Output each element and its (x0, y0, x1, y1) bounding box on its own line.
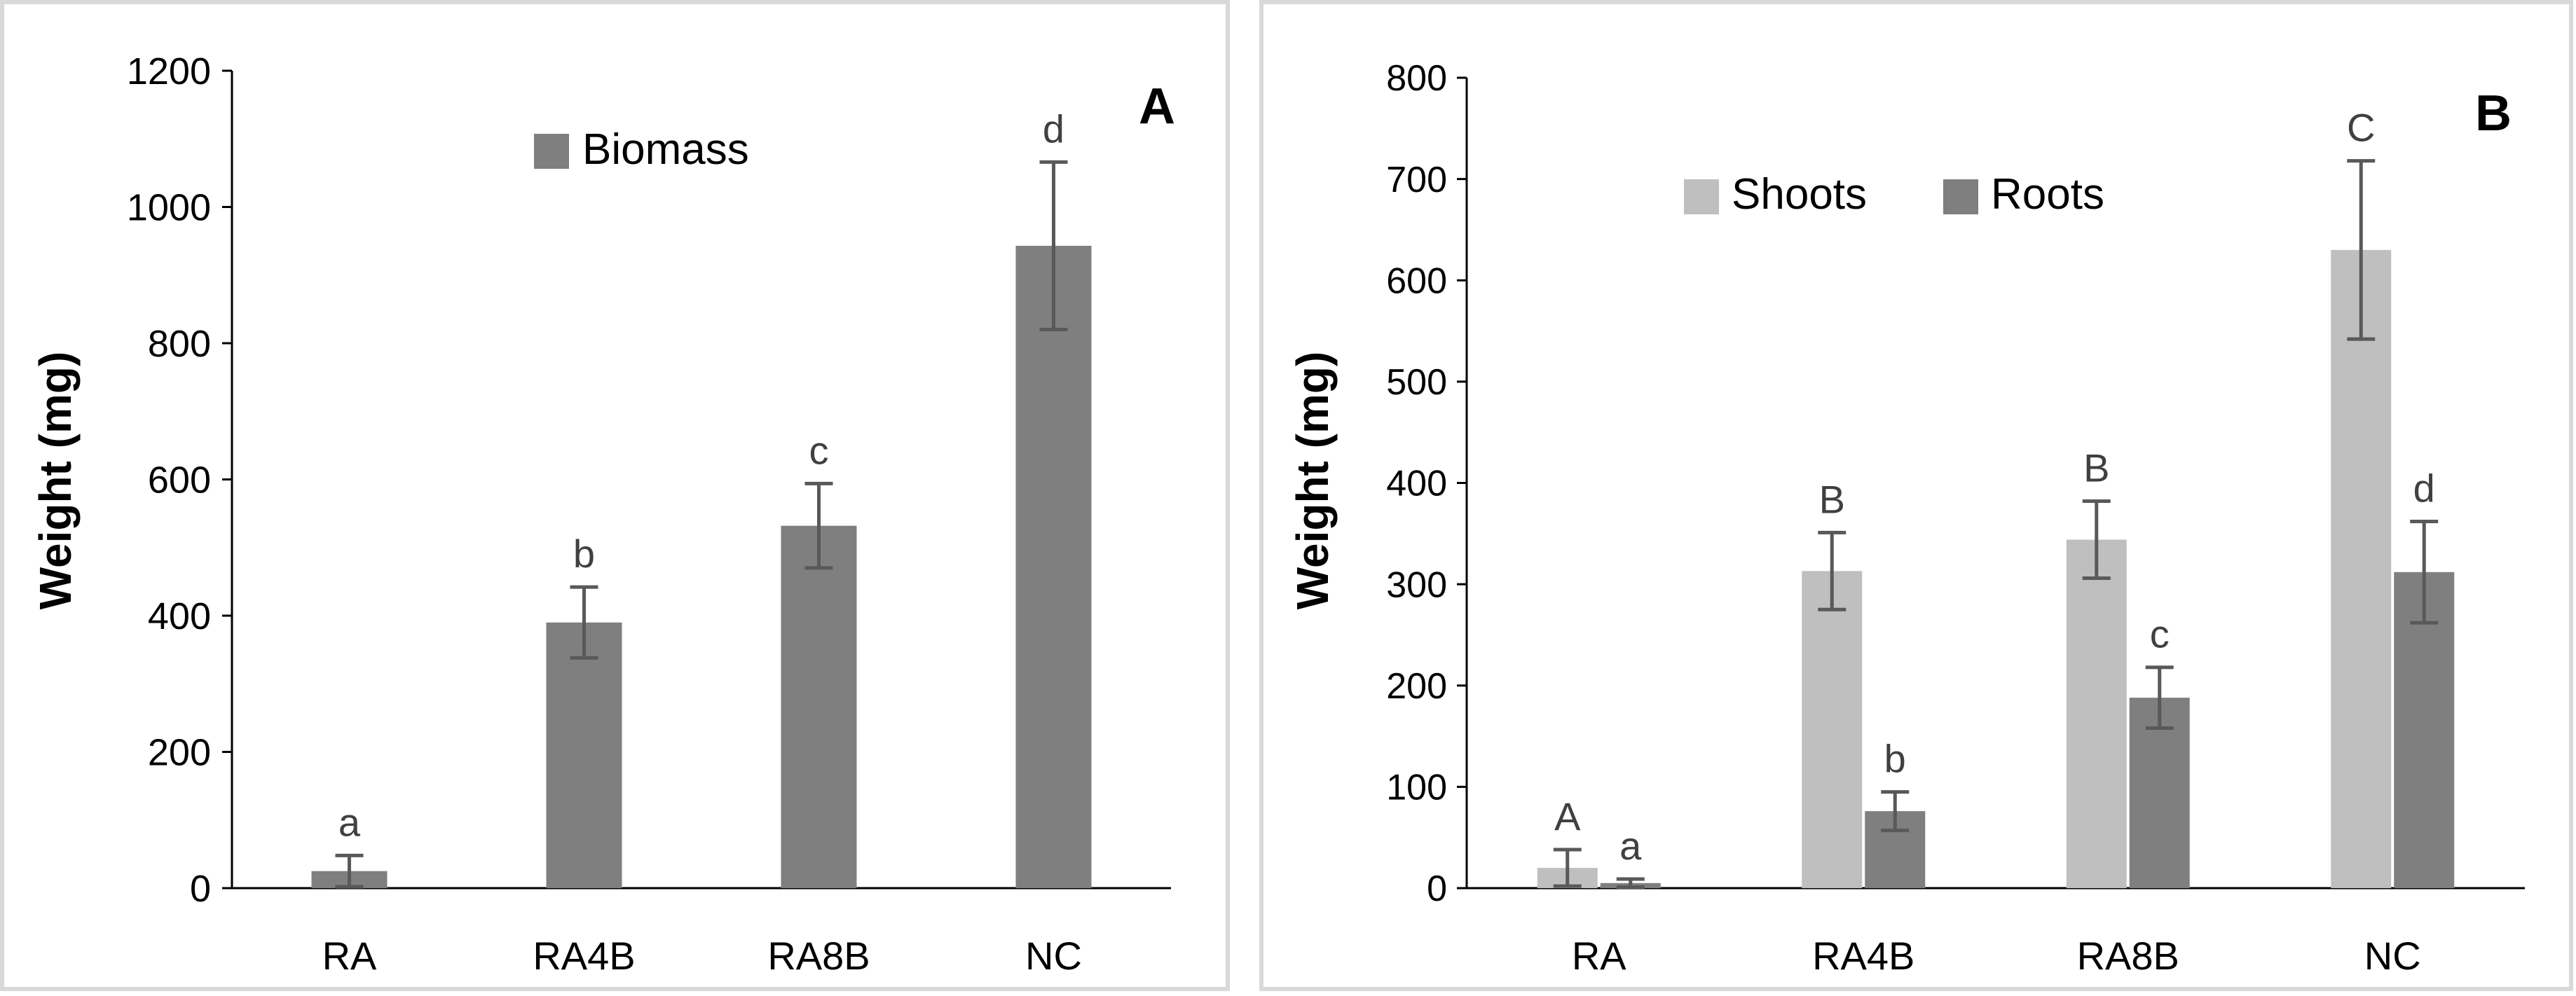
chart-b-y-tick-label: 400 (1386, 464, 1447, 504)
chart-panel-a: 0 200 400 600 800 1000 1200 Weight (mg) RA RA4B RA… (0, 0, 1230, 991)
chart-b-panel-label: B (2475, 85, 2512, 141)
chart-a-significance-letter: b (573, 532, 595, 576)
chart-b-y-tick-label: 100 (1386, 768, 1447, 808)
chart-a-y-tick-label: 600 (148, 459, 211, 501)
chart-a-legend-label: Biomass (582, 125, 749, 174)
chart-b-bar-roots (2394, 572, 2455, 888)
chart-a-bar-biomass (546, 622, 622, 888)
chart-b-significance-letter: b (1884, 737, 1906, 781)
chart-b-significance-letter: c (2150, 612, 2170, 656)
chart-b-y-tick-label: 700 (1386, 160, 1447, 200)
chart-b-y-tick-label: 800 (1386, 58, 1447, 99)
chart-a-y-tick-label: 1200 (127, 50, 211, 92)
chart-a-category-label: RA4B (533, 934, 635, 978)
chart-a-bar-biomass (781, 525, 857, 888)
chart-b-bar-shoots (2331, 249, 2392, 888)
chart-a-y-tick-label: 0 (190, 868, 211, 910)
chart-a-y-tick-label: 400 (148, 595, 211, 637)
chart-b-significance-letter: C (2347, 106, 2375, 150)
chart-a-svg: 0 200 400 600 800 1000 1200 Weight (mg) RA RA4B RA… (30, 50, 1175, 978)
chart-b-legend-swatch (1943, 179, 1978, 214)
chart-a-legend-swatch (534, 134, 569, 169)
chart-b-y-tick-label: 600 (1386, 261, 1447, 301)
chart-b-significance-letter: B (2083, 446, 2109, 490)
chart-b-significance-letter: A (1554, 794, 1581, 838)
chart-a-significance-letter: a (338, 800, 361, 844)
chart-a-category-label: NC (1025, 934, 1082, 978)
chart-b-significance-letter: B (1819, 477, 1845, 521)
chart-b-significance-letter: d (2413, 466, 2435, 510)
chart-b-y-tick-label: 300 (1386, 565, 1447, 605)
chart-a-significance-letter: d (1043, 106, 1064, 151)
chart-b-legend-swatch (1684, 179, 1719, 214)
chart-b-legend-label: Roots (1991, 170, 2104, 219)
chart-a-category-label: RA8B (767, 934, 870, 978)
chart-a-bar-biomass (1015, 245, 1092, 888)
chart-b-category-label: NC (2364, 934, 2421, 978)
chart-b-y-tick-label: 500 (1386, 362, 1447, 403)
chart-a-y-tick-label: 1000 (127, 186, 211, 228)
chart-b-bar-shoots (2066, 539, 2127, 888)
chart-b-y-tick-label: 0 (1427, 869, 1447, 909)
chart-b-y-axis-label: Weight (mg) (1287, 352, 1338, 610)
chart-a-y-tick-label: 200 (148, 731, 211, 773)
chart-b-category-label: RA (1572, 934, 1626, 978)
chart-b-category-label: RA8B (2077, 934, 2179, 978)
chart-a-category-label: RA (322, 934, 377, 978)
chart-a-y-axis-label: Weight (mg) (30, 352, 81, 610)
chart-b-y-tick-label: 200 (1386, 666, 1447, 707)
chart-b-svg: 0 100 200 300 400 500 600 700 800 Weight (mg) RA RA… (1287, 58, 2525, 978)
chart-b-category-label: RA4B (1812, 934, 1914, 978)
chart-b-legend-label: Shoots (1732, 170, 1867, 219)
chart-a-y-tick-label: 800 (148, 323, 211, 365)
chart-a-significance-letter: c (809, 428, 829, 472)
chart-b-significance-letter: a (1619, 824, 1642, 868)
chart-a-panel-label: A (1139, 78, 1175, 134)
chart-panel-b: 0 100 200 300 400 500 600 700 800 Weight (mg) RA RA… (1259, 0, 2573, 991)
chart-b-bar-shoots (1802, 571, 1863, 888)
